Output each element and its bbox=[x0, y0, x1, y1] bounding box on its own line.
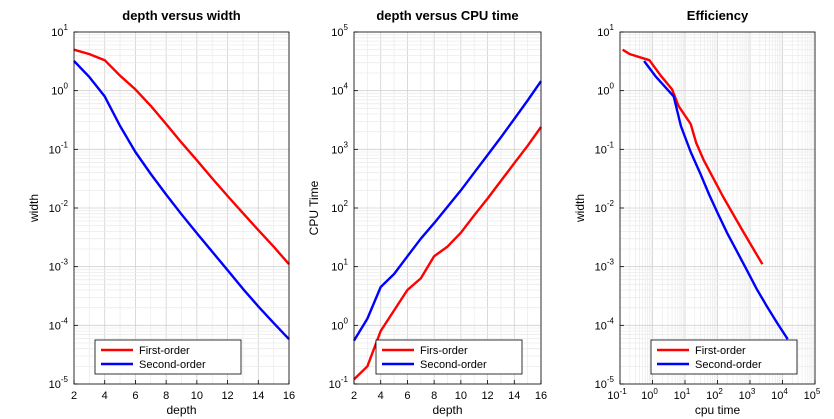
y-tick-label: 103 bbox=[331, 140, 348, 156]
y-tick-label: 101 bbox=[51, 23, 68, 39]
y-tick-label: 10-2 bbox=[595, 199, 615, 215]
series-line-second-order bbox=[73, 60, 290, 341]
x-axis-label: depth bbox=[432, 403, 462, 417]
series-line-first-order bbox=[73, 48, 290, 265]
legend-label: Second-order bbox=[695, 359, 762, 371]
x-tick-label: 105 bbox=[804, 387, 821, 402]
x-tick-label: 10 bbox=[191, 390, 203, 402]
chart-title: depth versus width bbox=[122, 8, 241, 23]
y-tick-label: 100 bbox=[331, 316, 348, 332]
x-tick-label: 2 bbox=[351, 390, 357, 402]
x-tick-label: 6 bbox=[404, 390, 410, 402]
x-tick-label: 8 bbox=[431, 390, 437, 402]
y-tick-label: 10-4 bbox=[49, 316, 69, 332]
y-tick-label: 104 bbox=[331, 82, 348, 98]
x-tick-label: 6 bbox=[132, 390, 138, 402]
y-tick-label: 10-5 bbox=[49, 375, 69, 391]
legend: First-order Second-order bbox=[94, 339, 242, 375]
x-axis-label: cpu time bbox=[695, 403, 741, 417]
y-axis-label: width bbox=[27, 194, 41, 223]
y-tick-label: 10-2 bbox=[49, 199, 69, 215]
legend-label: Firs-order bbox=[420, 345, 468, 357]
y-axis-label: CPU Time bbox=[307, 180, 321, 235]
x-tick-label: 100 bbox=[641, 387, 658, 402]
x-tick-label: 101 bbox=[674, 387, 691, 402]
legend-label: First-order bbox=[695, 345, 746, 357]
x-tick-label: 14 bbox=[252, 390, 264, 402]
y-tick-label: 101 bbox=[597, 23, 614, 39]
y-tick-label: 10-4 bbox=[595, 316, 615, 332]
x-tick-label: 4 bbox=[102, 390, 108, 402]
legend-box bbox=[650, 339, 798, 375]
x-tick-label: 8 bbox=[163, 390, 169, 402]
x-tick-label: 102 bbox=[706, 387, 723, 402]
legend-box bbox=[375, 339, 523, 375]
x-tick-label: 2 bbox=[71, 390, 77, 402]
y-tick-label: 10-3 bbox=[595, 258, 615, 274]
y-tick-label: 100 bbox=[51, 82, 68, 98]
legend-label: Second-order bbox=[139, 359, 206, 371]
series-line-second-order bbox=[643, 60, 789, 340]
series-line-second-order bbox=[352, 80, 542, 342]
x-tick-label: 4 bbox=[378, 390, 384, 402]
y-tick-label: 10-5 bbox=[595, 375, 615, 391]
y-tick-label: 102 bbox=[331, 199, 348, 215]
legend-box bbox=[94, 339, 242, 375]
x-tick-label: 16 bbox=[283, 390, 295, 402]
panel-depth-versus-cpu-time: 2 4 6 8 10 12 14 16 10-1 100 101 102 103 104 105 depth … bbox=[307, 8, 547, 417]
y-tick-label: 100 bbox=[597, 82, 614, 98]
y-tick-label: 10-1 bbox=[49, 140, 69, 156]
legend-label: Second-order bbox=[420, 359, 487, 371]
chart-title: depth versus CPU time bbox=[376, 8, 518, 23]
x-tick-label: 14 bbox=[508, 390, 520, 402]
x-tick-label: 10 bbox=[455, 390, 467, 402]
grid bbox=[73, 31, 290, 385]
x-tick-label: 10-1 bbox=[607, 387, 627, 402]
x-axis-label: depth bbox=[166, 403, 196, 417]
series-line-first-order bbox=[621, 48, 764, 265]
y-tick-label: 10-1 bbox=[595, 140, 615, 156]
y-tick-label: 105 bbox=[331, 23, 348, 39]
y-tick-label: 10-3 bbox=[49, 258, 69, 274]
legend: Firs-order Second-order bbox=[375, 339, 523, 375]
x-tick-label: 104 bbox=[771, 387, 788, 402]
chart-title: Efficiency bbox=[687, 8, 749, 23]
y-axis-label: width bbox=[573, 194, 587, 223]
x-tick-label: 12 bbox=[221, 390, 233, 402]
legend-label: First-order bbox=[139, 345, 190, 357]
x-tick-label: 16 bbox=[535, 390, 547, 402]
series-line-firs-order bbox=[353, 126, 542, 381]
panel-depth-versus-width: 2 4 6 8 10 12 14 16 10-5 10-4 10-3 10-2 10-1 100 101 de… bbox=[27, 8, 295, 417]
y-tick-label: 101 bbox=[331, 258, 348, 274]
x-tick-label: 103 bbox=[739, 387, 756, 402]
x-tick-label: 12 bbox=[481, 390, 493, 402]
y-tick-label: 10-1 bbox=[329, 375, 349, 391]
panel-efficiency: 10-1 100 101 102 103 104 105 10-5 10-4 10-3 10-2 10… bbox=[573, 8, 821, 417]
legend: First-order Second-order bbox=[650, 339, 798, 375]
